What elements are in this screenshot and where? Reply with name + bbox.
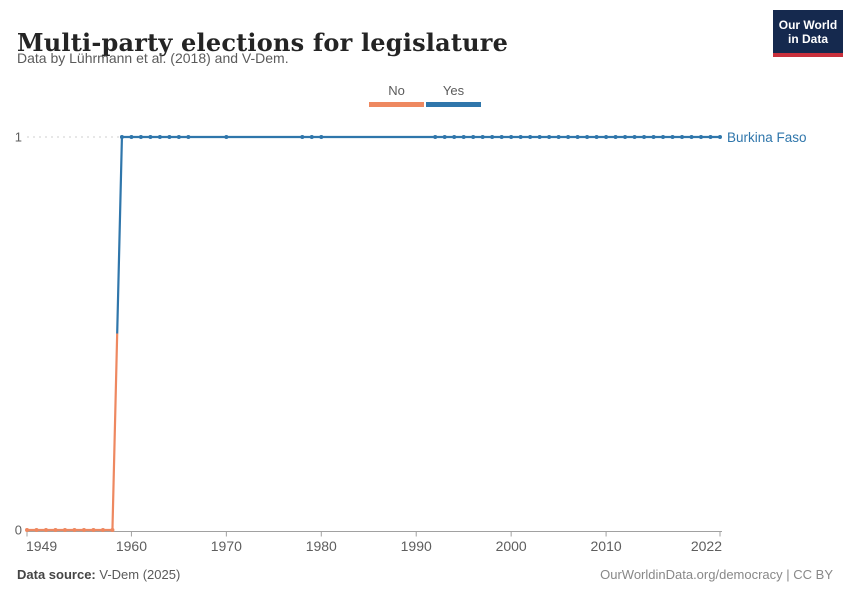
data-point-no-1954 bbox=[72, 528, 77, 532]
data-point-no-1953 bbox=[62, 528, 67, 532]
series-line-no[interactable] bbox=[27, 333, 119, 532]
legend-swatch-no bbox=[369, 102, 424, 107]
owid-logo[interactable]: Our World in Data bbox=[773, 10, 843, 57]
data-point-yes-1970 bbox=[224, 135, 229, 139]
data-point-yes-1965 bbox=[176, 135, 181, 139]
data-point-no-1950 bbox=[34, 528, 39, 532]
y-axis-tick-label-1: 1 bbox=[15, 130, 22, 145]
data-point-yes-2001 bbox=[518, 135, 523, 139]
x-axis-tick-label-1949: 1949 bbox=[26, 538, 57, 554]
legend-item-no[interactable]: No bbox=[369, 83, 424, 107]
series-line-yes[interactable] bbox=[116, 135, 720, 334]
data-point-yes-1995 bbox=[461, 135, 466, 139]
logo-text-line2: in Data bbox=[787, 31, 828, 46]
data-point-yes-2021 bbox=[708, 135, 713, 139]
chart-footer: Data source: V-Dem (2025) OurWorldinData… bbox=[17, 567, 833, 582]
data-point-yes-1994 bbox=[452, 135, 457, 139]
data-point-yes-1964 bbox=[167, 135, 172, 139]
data-point-yes-2020 bbox=[699, 135, 704, 139]
chart-subtitle: Data by Lührmann et al. (2018) and V-Dem… bbox=[17, 50, 289, 66]
data-point-yes-2018 bbox=[680, 135, 685, 139]
data-point-yes-1993 bbox=[442, 135, 447, 139]
data-point-yes-1980 bbox=[319, 135, 324, 139]
data-point-yes-1962 bbox=[148, 135, 153, 139]
data-point-yes-1963 bbox=[157, 135, 162, 139]
chart-legend: No Yes bbox=[0, 83, 850, 107]
legend-label-yes: Yes bbox=[442, 83, 465, 98]
legend-swatch-yes bbox=[426, 102, 481, 107]
data-source: Data source: V-Dem (2025) bbox=[17, 567, 180, 582]
data-point-yes-2004 bbox=[547, 135, 552, 139]
data-point-no-1952 bbox=[53, 528, 58, 532]
data-point-yes-2022 bbox=[718, 135, 722, 139]
license-text: OurWorldinData.org/democracy | CC BY bbox=[600, 567, 833, 582]
data-point-yes-1978 bbox=[300, 135, 305, 139]
data-point-yes-1996 bbox=[471, 135, 476, 139]
data-point-yes-1961 bbox=[138, 135, 143, 139]
data-point-yes-2015 bbox=[651, 135, 656, 139]
data-point-yes-2016 bbox=[661, 135, 666, 139]
data-point-yes-1960 bbox=[129, 135, 134, 139]
data-point-yes-1966 bbox=[186, 135, 191, 139]
data-point-no-1957 bbox=[100, 528, 105, 532]
data-point-no-1955 bbox=[81, 528, 86, 532]
data-point-yes-2006 bbox=[566, 135, 571, 139]
data-point-yes-2003 bbox=[537, 135, 542, 139]
data-point-yes-2000 bbox=[509, 135, 514, 139]
data-point-no-1949 bbox=[25, 528, 29, 532]
data-point-yes-2017 bbox=[670, 135, 675, 139]
data-point-no-1956 bbox=[91, 528, 96, 532]
data-point-no-1951 bbox=[43, 528, 48, 532]
x-axis-tick-label-2000: 2000 bbox=[496, 538, 527, 554]
x-axis-tick-label-1980: 1980 bbox=[306, 538, 337, 554]
data-point-yes-1992 bbox=[433, 135, 438, 139]
x-axis-tick-label-1970: 1970 bbox=[211, 538, 242, 554]
page-title: Multi-party elections for legislature bbox=[17, 28, 509, 58]
x-axis-tick-label-1990: 1990 bbox=[401, 538, 432, 554]
data-point-yes-2012 bbox=[623, 135, 628, 139]
entity-label-burkina-faso[interactable]: Burkina Faso bbox=[727, 130, 807, 145]
data-point-yes-2005 bbox=[556, 135, 561, 139]
data-point-yes-1998 bbox=[490, 135, 495, 139]
data-point-yes-2010 bbox=[604, 135, 609, 139]
data-point-yes-1997 bbox=[480, 135, 485, 139]
x-axis-tick-label-2010: 2010 bbox=[591, 538, 622, 554]
data-point-yes-2008 bbox=[585, 135, 590, 139]
data-point-yes-1979 bbox=[309, 135, 314, 139]
data-point-yes-2019 bbox=[689, 135, 694, 139]
data-point-yes-2002 bbox=[528, 135, 533, 139]
data-point-yes-1959 bbox=[119, 135, 124, 139]
data-point-yes-2014 bbox=[642, 135, 647, 139]
legend-item-yes[interactable]: Yes bbox=[426, 83, 481, 107]
data-point-yes-2013 bbox=[632, 135, 637, 139]
data-source-label: Data source: bbox=[17, 567, 96, 582]
y-axis-tick-label-0: 0 bbox=[15, 523, 22, 538]
data-point-yes-2011 bbox=[613, 135, 618, 139]
x-axis-tick-label-1960: 1960 bbox=[116, 538, 147, 554]
logo-text-line1: Our World bbox=[778, 17, 838, 32]
data-point-no-1958 bbox=[110, 528, 115, 532]
x-axis-tick-label-2022: 2022 bbox=[691, 538, 722, 554]
legend-label-no: No bbox=[388, 83, 405, 98]
data-point-yes-2007 bbox=[575, 135, 580, 139]
data-point-yes-2009 bbox=[594, 135, 599, 139]
data-source-value: V-Dem (2025) bbox=[99, 567, 181, 582]
data-point-yes-1999 bbox=[499, 135, 504, 139]
